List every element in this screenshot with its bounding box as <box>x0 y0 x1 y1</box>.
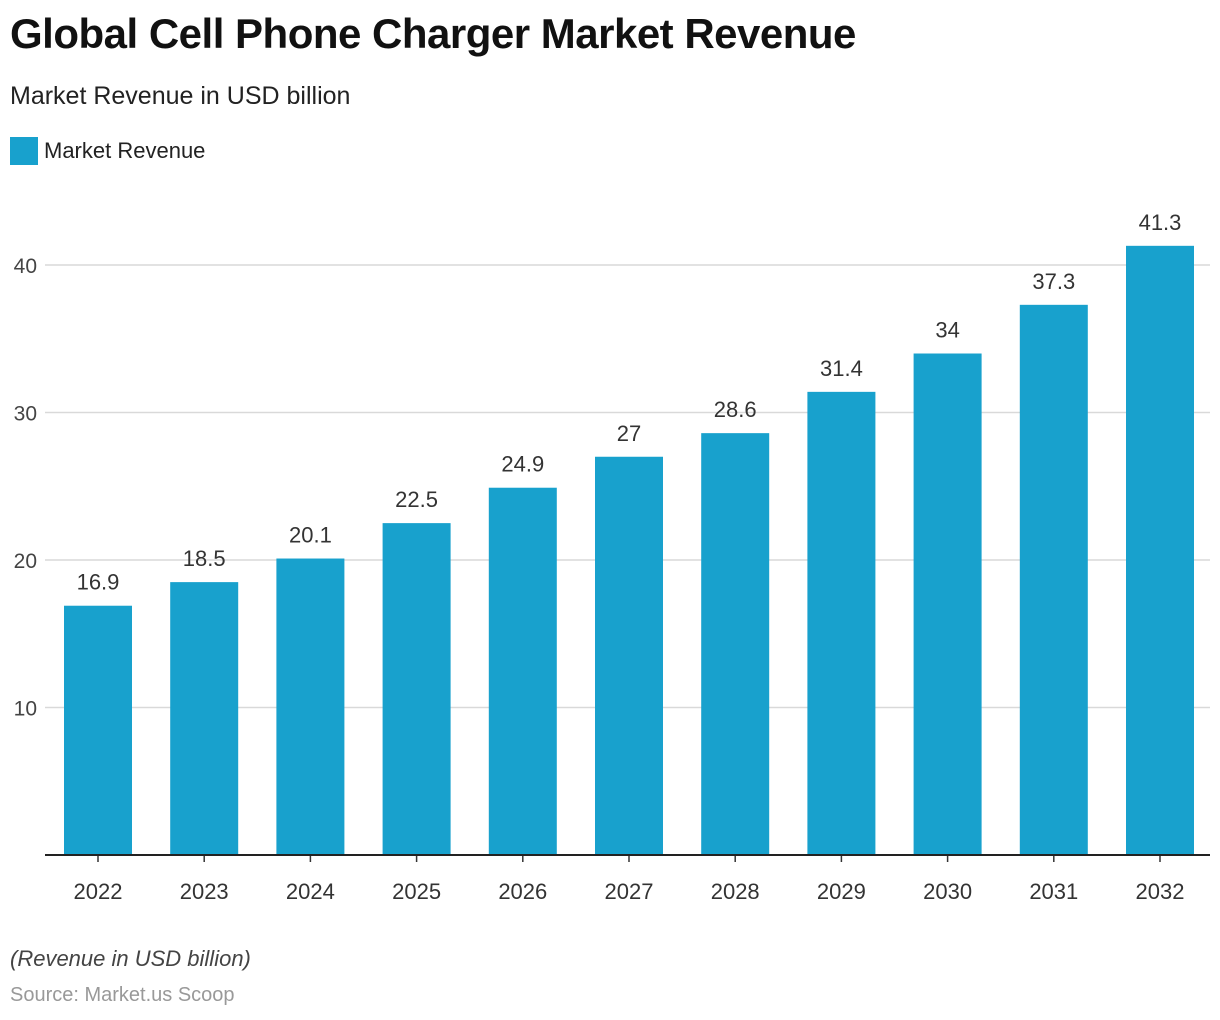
bar <box>913 353 982 855</box>
data-label: 16.9 <box>77 570 120 595</box>
y-tick-label: 10 <box>14 698 37 721</box>
x-tick-label: 2029 <box>817 879 866 904</box>
data-label: 31.4 <box>820 356 863 381</box>
x-tick-label: 2025 <box>392 879 441 904</box>
bar <box>701 433 770 855</box>
bar <box>64 605 132 855</box>
y-tick-label: 40 <box>14 255 37 278</box>
data-label: 28.6 <box>714 397 757 422</box>
x-tick-label: 2024 <box>286 879 335 904</box>
x-tick-label: 2031 <box>1029 879 1078 904</box>
bar <box>1126 245 1194 855</box>
chart-subtitle: Market Revenue in USD billion <box>10 82 351 110</box>
data-label: 34 <box>935 318 959 343</box>
bar-chart: 1020304016.9202218.5202320.1202422.52025… <box>14 210 1210 904</box>
legend: Market Revenue <box>10 137 205 165</box>
bar <box>276 558 345 855</box>
bar <box>170 582 239 855</box>
chart-title: Global Cell Phone Charger Market Revenue <box>10 10 856 57</box>
x-tick-label: 2026 <box>498 879 547 904</box>
y-tick-label: 30 <box>14 403 37 426</box>
data-label: 41.3 <box>1139 210 1182 235</box>
bar <box>807 391 876 855</box>
data-label: 20.1 <box>289 523 332 548</box>
data-label: 22.5 <box>395 487 438 512</box>
y-tick-label: 20 <box>14 550 37 573</box>
x-tick-label: 2030 <box>923 879 972 904</box>
data-label: 27 <box>617 421 641 446</box>
x-tick-label: 2027 <box>605 879 654 904</box>
bar <box>1019 304 1088 855</box>
x-tick-label: 2028 <box>711 879 760 904</box>
legend-swatch <box>10 137 38 165</box>
legend-label: Market Revenue <box>44 138 206 163</box>
source-credit: Source: Market.us Scoop <box>10 984 235 1006</box>
x-tick-label: 2032 <box>1136 879 1185 904</box>
x-tick-label: 2023 <box>180 879 229 904</box>
bar <box>382 523 451 855</box>
bar <box>595 456 663 855</box>
x-tick-label: 2022 <box>74 879 123 904</box>
data-label: 18.5 <box>183 546 226 571</box>
bar <box>488 487 557 855</box>
footnote: (Revenue in USD billion) <box>10 946 251 971</box>
data-label: 37.3 <box>1032 269 1075 294</box>
data-label: 24.9 <box>501 452 544 477</box>
